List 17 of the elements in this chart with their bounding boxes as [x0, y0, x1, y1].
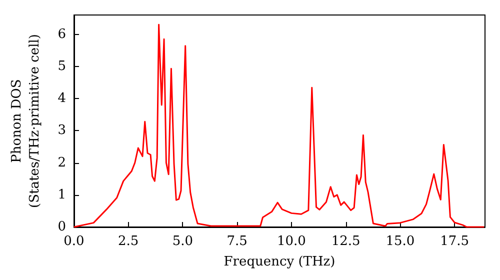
- y-tick-label: 5: [58, 58, 66, 74]
- x-tick-label: 12.5: [331, 234, 360, 249]
- y-tick-label: 2: [58, 155, 66, 170]
- x-tick-label: 7.5: [226, 234, 248, 249]
- y-tick-label: 0: [58, 220, 66, 234]
- y-tick-label: 1: [58, 187, 66, 202]
- x-tick-label: 15.0: [386, 234, 415, 249]
- x-tick-label: 0.0: [64, 234, 84, 249]
- x-tick-label: 2.5: [118, 234, 139, 249]
- x-tick-label: 17.5: [440, 234, 470, 249]
- y-tick-label: 4: [58, 91, 66, 106]
- x-axis-title: Frequency (THz): [224, 254, 336, 270]
- x-tick-label: 10.0: [276, 234, 306, 249]
- y-axis-title: Phonon DOS (States/THz·primitive cell): [10, 34, 42, 208]
- y-tick-label: 3: [58, 123, 66, 138]
- y-tick-label: 6: [58, 26, 66, 42]
- x-tick-label: 5.0: [172, 234, 194, 249]
